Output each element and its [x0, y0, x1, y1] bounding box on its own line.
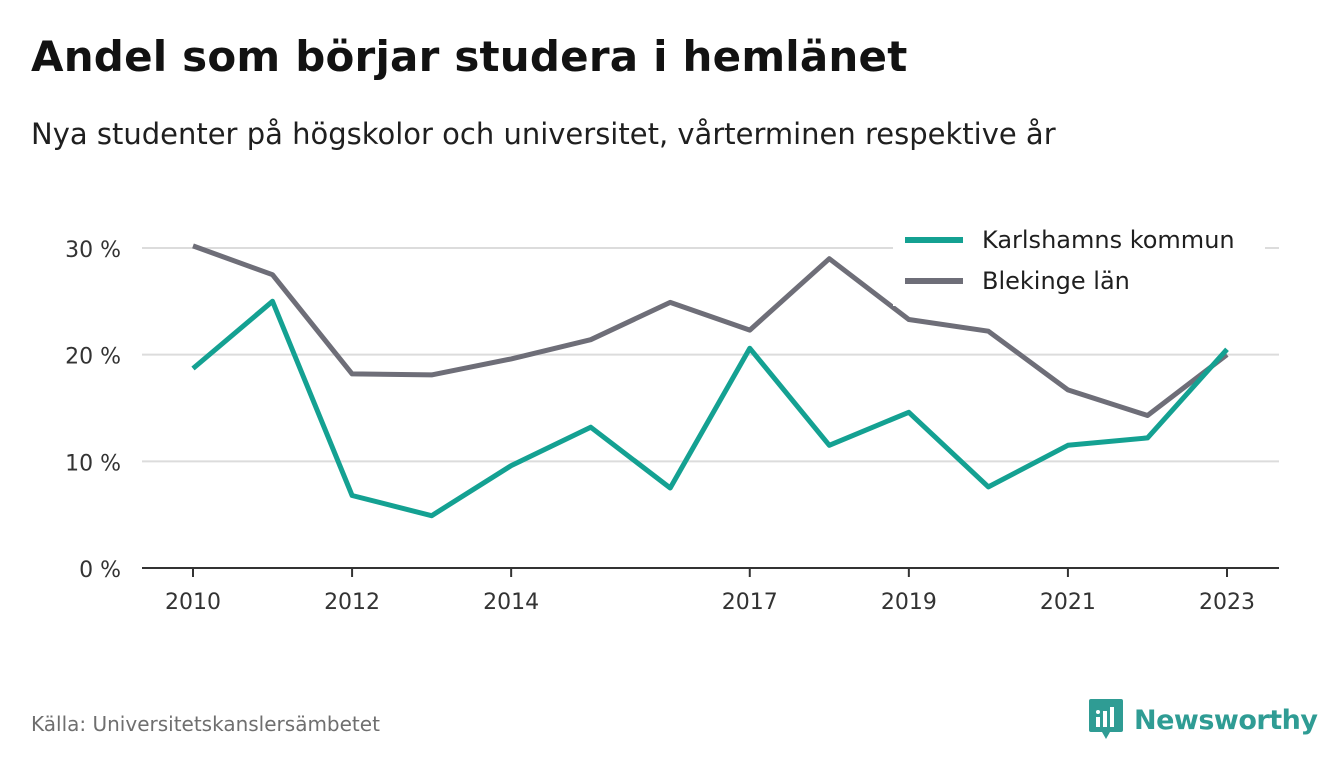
chart-title: Andel som börjar studera i hemlänet [31, 32, 908, 81]
brand-name: Newsworthy [1134, 704, 1318, 736]
y-axis-labels: 0 % 10 % 20 % 30 % [65, 238, 121, 583]
series-line-blekinge-län [192, 243, 1229, 418]
legend-label: Blekinge län [982, 267, 1130, 295]
chart-subtitle: Nya studenter på högskolor och universit… [31, 117, 1056, 151]
y-tick-label: 30 % [65, 238, 121, 263]
x-tick-label: 2021 [1040, 590, 1096, 615]
y-tick-label: 20 % [65, 345, 121, 370]
x-tick-label: 2010 [165, 590, 221, 615]
x-axis-labels: 2010 2012 2014 2017 2019 2021 2023 [165, 590, 1255, 615]
legend-label: Karlshamns kommun [982, 226, 1235, 254]
series-line-karlshamns-kommun [191, 298, 1229, 519]
x-tick-label: 2012 [324, 590, 380, 615]
x-tick-label: 2023 [1199, 590, 1255, 615]
x-tick-label: 2019 [881, 590, 937, 615]
x-tick-label: 2014 [483, 590, 539, 615]
brand-logo: Newsworthy [1088, 697, 1318, 743]
x-tick-label: 2017 [722, 590, 778, 615]
legend: Karlshamns kommun Blekinge län [893, 222, 1265, 306]
source-note: Källa: Universitetskanslersämbetet [31, 712, 380, 736]
y-tick-label: 10 % [65, 451, 121, 476]
newsworthy-logo-icon [1089, 699, 1123, 739]
y-tick-label: 0 % [79, 558, 121, 583]
series-lines [191, 243, 1229, 519]
x-axis [142, 567, 1279, 577]
legend-background [893, 222, 1265, 306]
line-chart: 0 % 10 % 20 % 30 % 2010 2012 2014 2017 2019 2021… [65, 222, 1279, 615]
